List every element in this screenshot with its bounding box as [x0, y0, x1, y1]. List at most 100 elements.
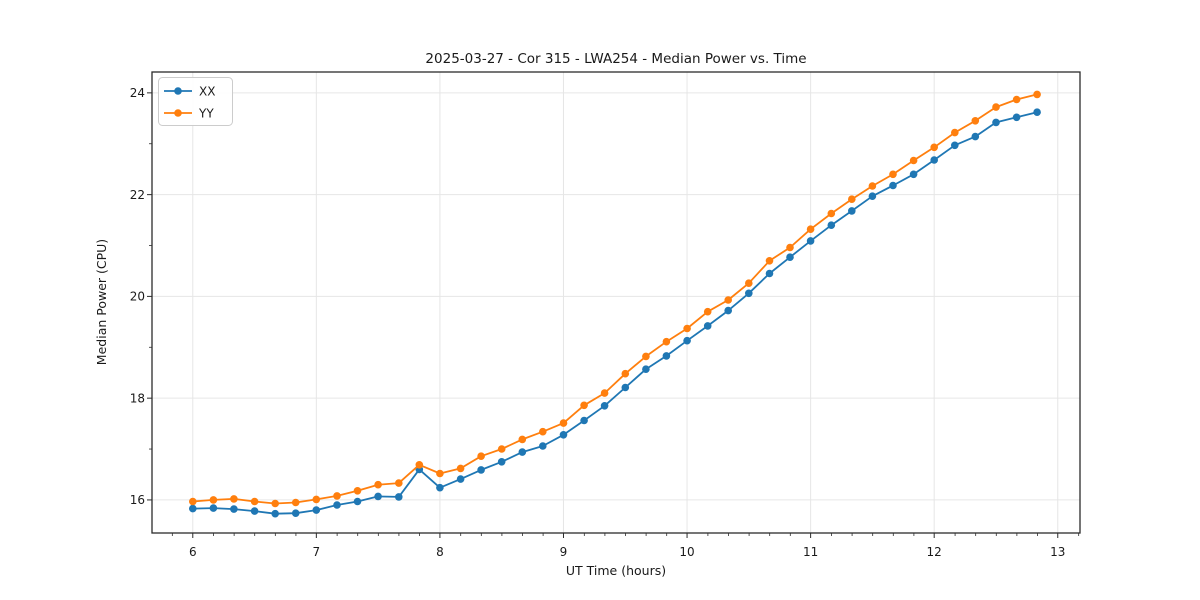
data-point-xx [889, 181, 897, 190]
data-point-yy [662, 337, 671, 346]
x-tick-label-11: 11 [803, 545, 818, 559]
data-point-xx [477, 466, 485, 474]
y-tick-label-20: 20 [130, 290, 145, 304]
data-point-xx [745, 289, 753, 298]
data-point-yy [1012, 95, 1021, 104]
data-point-yy [765, 257, 774, 265]
data-point-xx [209, 504, 218, 512]
data-point-xx [992, 118, 1000, 127]
data-point-xx [786, 253, 794, 261]
data-point-xx [909, 170, 918, 179]
data-point-yy [580, 401, 588, 410]
data-point-yy [291, 498, 300, 507]
data-point-xx [395, 493, 403, 501]
legend-label-xx: XX [199, 85, 215, 99]
data-point-xx [683, 336, 691, 345]
data-point-xx [662, 352, 671, 360]
data-point-xx [312, 506, 321, 514]
data-point-xx [230, 505, 238, 513]
data-point-yy [497, 445, 506, 453]
data-point-yy [230, 495, 238, 503]
legend-box [158, 77, 233, 126]
series-yy-markers [189, 90, 1041, 508]
data-point-xx [848, 207, 856, 215]
plot-frame [151, 71, 1081, 534]
y-tick-label-24: 24 [130, 86, 145, 100]
data-point-yy [436, 469, 444, 478]
legend-entry-xx: XX [164, 85, 215, 99]
data-point-xx [374, 492, 382, 501]
data-point-yy [909, 156, 918, 165]
x-tick-label-9: 9 [560, 545, 568, 559]
data-point-xx [971, 132, 980, 141]
data-point-yy [951, 128, 959, 137]
series-layer [189, 90, 1041, 518]
data-point-yy [353, 487, 362, 495]
data-point-xx [642, 365, 650, 374]
data-point-xx [827, 221, 836, 229]
data-point-yy [209, 496, 218, 504]
data-point-xx [765, 269, 774, 278]
data-point-yy [395, 479, 403, 487]
x-tick-label-8: 8 [436, 545, 444, 559]
x-tick-label-13: 13 [1050, 545, 1065, 559]
data-point-yy [518, 435, 527, 444]
x-tick-label-12: 12 [927, 545, 942, 559]
data-point-xx [868, 192, 877, 200]
data-point-yy [806, 225, 815, 233]
tick-label-layer: 6 7 8 9 10 11 12 13 16 18 20 22 24 [130, 86, 1066, 559]
y-tick-label-18: 18 [130, 391, 145, 405]
data-point-xx [724, 306, 732, 315]
data-point-xx [621, 383, 630, 392]
data-point-yy [456, 464, 465, 473]
legend-marker-xx [174, 87, 182, 95]
data-point-yy [827, 209, 836, 218]
chart-title: 2025-03-27 - Cor 315 - LWA254 - Median P… [425, 51, 806, 67]
x-tick-label-10: 10 [679, 545, 694, 559]
data-point-xx [497, 458, 506, 466]
legend-entry-yy: YY [164, 107, 214, 121]
data-point-yy [333, 492, 341, 500]
data-point-yy [889, 170, 897, 179]
y-tick-label-16: 16 [130, 493, 145, 507]
data-point-yy [415, 461, 424, 469]
data-point-xx [559, 431, 568, 439]
data-point-yy [539, 427, 547, 436]
data-point-xx [703, 322, 712, 330]
data-point-yy [250, 497, 259, 506]
data-point-yy [600, 389, 609, 397]
data-point-yy [621, 369, 630, 378]
data-point-yy [559, 419, 568, 427]
data-point-xx [951, 141, 959, 150]
series-yy-line [191, 93, 1038, 505]
data-point-yy [271, 499, 280, 508]
x-tick-label-7: 7 [313, 545, 321, 559]
data-point-xx [539, 442, 547, 450]
data-point-yy [189, 497, 197, 506]
legend-label-yy: YY [198, 107, 214, 121]
data-point-xx [271, 509, 280, 518]
data-point-xx [333, 501, 341, 509]
data-point-yy [786, 243, 794, 252]
y-axis-label: Median Power (CPU) [94, 239, 109, 365]
x-axis-label: UT Time (hours) [566, 563, 666, 578]
data-point-yy [642, 352, 650, 361]
data-point-yy [312, 495, 321, 504]
y-tick-label-22: 22 [130, 188, 145, 202]
data-point-xx [580, 416, 588, 425]
data-point-yy [971, 117, 980, 125]
data-point-xx [189, 504, 197, 513]
data-point-yy [1033, 90, 1041, 99]
data-point-xx [250, 507, 259, 515]
data-point-xx [436, 483, 444, 492]
data-point-yy [848, 195, 856, 203]
grid-layer [152, 72, 1080, 533]
data-point-xx [930, 156, 938, 164]
x-tick-label-6: 6 [189, 545, 197, 559]
series-xx-markers [189, 108, 1041, 518]
data-point-yy [374, 480, 382, 489]
data-point-yy [683, 324, 691, 333]
data-point-yy [703, 307, 712, 316]
data-point-xx [600, 402, 609, 410]
